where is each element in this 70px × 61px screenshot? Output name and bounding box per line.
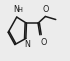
Text: N: N	[24, 40, 30, 49]
Text: O: O	[41, 38, 47, 47]
Text: N: N	[13, 5, 19, 14]
Text: H: H	[17, 7, 22, 13]
Text: O: O	[43, 5, 49, 14]
